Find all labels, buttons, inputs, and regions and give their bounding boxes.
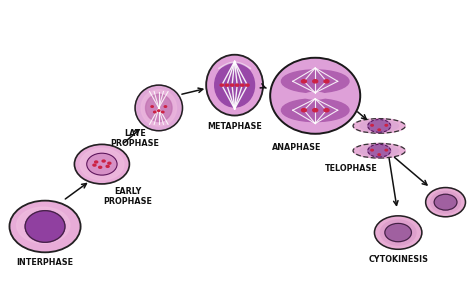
Ellipse shape: [215, 63, 255, 107]
Text: EARLY
PROPHASE: EARLY PROPHASE: [103, 187, 153, 206]
Circle shape: [220, 84, 224, 86]
Ellipse shape: [360, 145, 399, 156]
Circle shape: [241, 84, 244, 86]
Circle shape: [99, 166, 102, 168]
Ellipse shape: [385, 223, 411, 242]
Circle shape: [246, 84, 249, 86]
Ellipse shape: [360, 121, 399, 131]
Ellipse shape: [282, 70, 349, 93]
Ellipse shape: [374, 216, 422, 249]
Circle shape: [93, 164, 96, 166]
Circle shape: [313, 109, 318, 112]
Circle shape: [324, 80, 329, 83]
Circle shape: [95, 161, 98, 163]
Ellipse shape: [146, 94, 172, 122]
Circle shape: [106, 165, 109, 167]
Ellipse shape: [426, 188, 465, 217]
Circle shape: [385, 125, 388, 126]
Circle shape: [157, 110, 160, 112]
Circle shape: [313, 80, 318, 83]
Ellipse shape: [434, 194, 457, 210]
Circle shape: [301, 80, 306, 83]
Ellipse shape: [380, 220, 416, 245]
Ellipse shape: [304, 92, 327, 99]
Text: LATE
PROPHASE: LATE PROPHASE: [110, 129, 160, 148]
Ellipse shape: [353, 143, 405, 158]
Ellipse shape: [17, 207, 70, 243]
Ellipse shape: [368, 119, 391, 132]
Circle shape: [378, 154, 381, 155]
Ellipse shape: [430, 191, 460, 213]
Ellipse shape: [9, 201, 81, 252]
Circle shape: [230, 84, 234, 86]
Circle shape: [108, 162, 111, 164]
Circle shape: [385, 149, 388, 151]
Ellipse shape: [282, 99, 349, 122]
Ellipse shape: [74, 144, 129, 184]
Ellipse shape: [206, 55, 263, 116]
Ellipse shape: [25, 211, 65, 242]
Ellipse shape: [135, 85, 182, 131]
Circle shape: [371, 149, 374, 151]
Text: INTERPHASE: INTERPHASE: [17, 258, 73, 268]
Text: TELOPHASE: TELOPHASE: [324, 164, 377, 173]
Ellipse shape: [87, 153, 117, 175]
Text: CYTOKINESIS: CYTOKINESIS: [368, 254, 428, 264]
Ellipse shape: [270, 58, 360, 134]
Circle shape: [236, 84, 239, 86]
Circle shape: [324, 109, 329, 112]
Ellipse shape: [80, 148, 124, 180]
Ellipse shape: [368, 144, 391, 157]
Text: METAPHASE: METAPHASE: [207, 122, 262, 131]
Ellipse shape: [141, 90, 176, 126]
Circle shape: [162, 111, 164, 113]
Circle shape: [154, 111, 156, 113]
Text: ANAPHASE: ANAPHASE: [272, 143, 321, 152]
Circle shape: [371, 125, 374, 126]
Circle shape: [151, 106, 153, 107]
Circle shape: [301, 109, 306, 112]
Circle shape: [378, 129, 381, 131]
Circle shape: [102, 160, 105, 162]
Circle shape: [225, 84, 228, 86]
Ellipse shape: [353, 119, 405, 133]
Circle shape: [164, 106, 167, 107]
